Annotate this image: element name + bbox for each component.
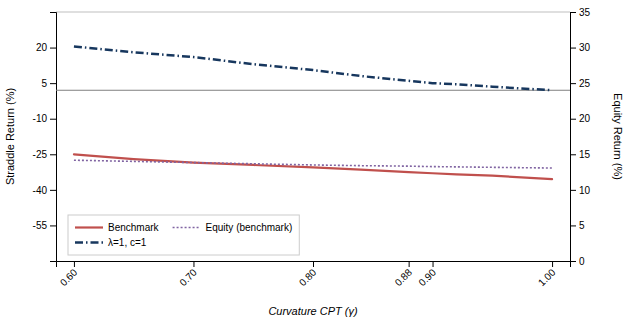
- tick-mark: [193, 261, 194, 267]
- tick-mark: [570, 190, 576, 191]
- legend-item: Benchmark: [75, 222, 160, 233]
- tick-label: 1.00: [536, 266, 558, 288]
- legend-item: λ=1, c=1: [75, 237, 147, 248]
- series-line: [74, 160, 552, 168]
- tick-mark: [570, 225, 576, 226]
- legend-frame: [68, 215, 299, 255]
- tick: -10: [33, 113, 56, 124]
- tick-mark: [50, 83, 56, 84]
- tick-mark: [570, 83, 576, 84]
- tick-mark: [409, 261, 410, 267]
- tick-label: 5: [579, 220, 585, 231]
- tick-label: -25: [33, 149, 48, 160]
- tick-label: 5: [41, 78, 47, 89]
- tick-mark: [74, 261, 75, 267]
- tick-mark: [570, 154, 576, 155]
- tick: 0.88: [393, 261, 415, 288]
- axis-line: [50, 13, 57, 262]
- tick-mark: [313, 261, 314, 267]
- axis-line: [57, 262, 571, 268]
- x-axis-title: Curvature CPT (γ): [268, 305, 358, 317]
- tick-mark: [50, 154, 56, 155]
- legend-swatch: [75, 226, 103, 228]
- tick-label: 0.70: [177, 266, 199, 288]
- legend-swatch: [173, 227, 201, 229]
- legend-swatch: [75, 241, 103, 244]
- tick-label: 0: [579, 256, 585, 267]
- tick-label: 0.60: [58, 266, 80, 288]
- tick: 0: [570, 256, 585, 267]
- tick-mark: [570, 48, 576, 49]
- tick: 0.60: [58, 261, 80, 288]
- tick-mark: [570, 119, 576, 120]
- tick: 20: [570, 113, 591, 124]
- tick: 0.90: [416, 261, 438, 288]
- series-line: [74, 46, 552, 90]
- y2-axis: 0 5 10 15 20 25 30 35: [570, 7, 591, 267]
- tick-label: 15: [579, 149, 591, 160]
- tick-label: -40: [33, 185, 48, 196]
- tick: 15: [570, 149, 591, 160]
- tick: 0.80: [297, 261, 319, 288]
- tick-mark: [50, 190, 56, 191]
- reference-line: [56, 90, 570, 91]
- series-line: [74, 154, 552, 179]
- tick: 0.70: [177, 261, 199, 288]
- tick-mark: [570, 12, 576, 13]
- tick: 20: [36, 42, 56, 53]
- tick-mark: [570, 261, 576, 262]
- legend-label: λ=1, c=1: [108, 237, 147, 248]
- tick-mark: [50, 48, 56, 49]
- legend: Benchmark λ=1, c=1 Equity (benchmark): [68, 215, 299, 255]
- tick-label: 30: [579, 42, 591, 53]
- tick-label: 10: [579, 185, 591, 196]
- x-axis: 0.60 0.70 0.80 0.880.90 1.00: [57, 261, 571, 288]
- tick-mark: [433, 261, 434, 267]
- tick: 35: [570, 7, 591, 18]
- tick-label: -55: [33, 220, 48, 231]
- tick-label: 35: [579, 7, 591, 18]
- tick-mark: [50, 119, 56, 120]
- tick: -25: [33, 149, 56, 160]
- frame: [56, 12, 570, 13]
- tick-mark: [552, 261, 553, 267]
- y-axis: -55 -40 -25 -10 5 20: [33, 13, 57, 262]
- tick: 5: [570, 220, 585, 231]
- tick-label: 0.80: [297, 266, 319, 288]
- chart: 0.600.700.800.880.901.00-55-40-25-105200…: [0, 0, 626, 321]
- tick: 5: [41, 78, 56, 89]
- legend-label: Benchmark: [108, 222, 160, 233]
- tick: 25: [570, 78, 591, 89]
- marks: [56, 46, 570, 179]
- tick: 1.00: [536, 261, 558, 288]
- axis-line: [571, 13, 577, 262]
- tick-label: 0.88: [393, 266, 415, 288]
- legend-item: Equity (benchmark): [173, 222, 293, 233]
- y2-axis-title: Equity Return (%): [612, 93, 624, 180]
- tick-label: 20: [36, 42, 48, 53]
- tick: -40: [33, 185, 56, 196]
- tick-label: 0.90: [416, 266, 438, 288]
- tick-label: 25: [579, 78, 591, 89]
- plot: 0.600.700.800.880.901.00-55-40-25-105200…: [33, 7, 591, 289]
- tick: -55: [33, 220, 56, 231]
- legend-label: Equity (benchmark): [206, 222, 293, 233]
- tick-mark: [50, 225, 56, 226]
- tick-label: 20: [579, 113, 591, 124]
- y-axis-title: Straddle Return (%): [4, 88, 16, 185]
- tick: 30: [570, 42, 591, 53]
- tick-label: -10: [33, 113, 48, 124]
- tick: 10: [570, 185, 591, 196]
